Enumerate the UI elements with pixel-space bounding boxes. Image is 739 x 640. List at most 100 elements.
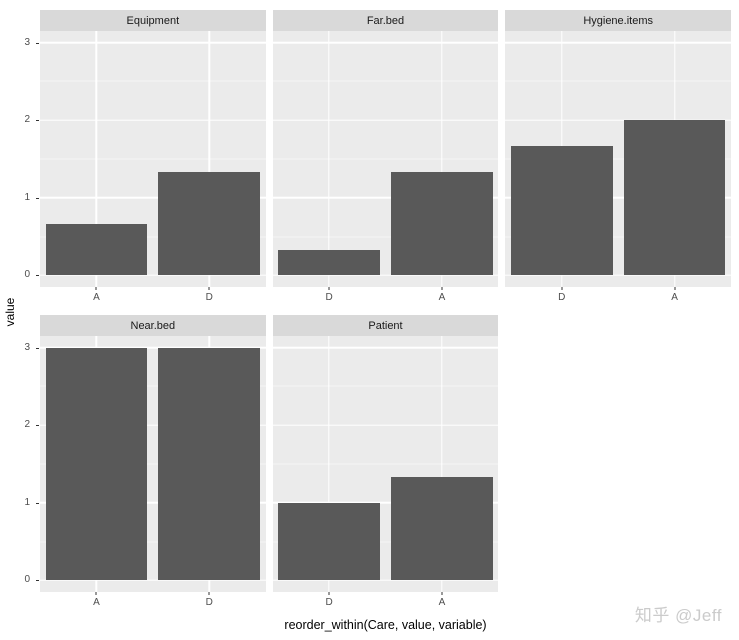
y-tick-mark [36, 347, 39, 349]
gridline-minor-y [40, 385, 266, 387]
gridline-major-y [40, 119, 266, 121]
x-tick-mark [328, 592, 330, 595]
y-tick-label: 3 [24, 36, 30, 48]
x-tick-mark [208, 287, 210, 290]
bar [278, 249, 380, 276]
facet-panel [505, 31, 731, 287]
x-tick-mark [674, 287, 676, 290]
facet: Patient D A [272, 315, 499, 614]
bar [391, 171, 493, 276]
x-tick-mark [328, 287, 330, 290]
y-tick-label: 2 [24, 114, 30, 126]
x-tick-mark [441, 287, 443, 290]
bar [510, 146, 613, 276]
facet-strip: Equipment [40, 10, 266, 31]
gridline-major-y [40, 346, 266, 349]
x-tick-label: D [325, 597, 333, 608]
gridline-major-y [40, 579, 266, 582]
facet: Near.bed A D [40, 315, 266, 614]
y-tick-label: 2 [24, 419, 30, 431]
x-tick-mark [208, 592, 210, 595]
y-tick-mark [36, 120, 39, 122]
x-tick-label: D [205, 597, 213, 608]
y-tick-mark [36, 197, 39, 199]
gridline-major-y [505, 119, 731, 121]
gridline-major-y [272, 41, 499, 44]
y-tick-label: 0 [24, 269, 30, 281]
x-tick-label: A [93, 292, 100, 303]
gridline-minor-y [505, 158, 731, 160]
bar [45, 223, 148, 276]
x-axis-title: reorder_within(Care, value, variable) [284, 618, 487, 632]
facet-panel [272, 336, 499, 592]
bar [158, 171, 260, 276]
facet-row: 0 1 2 3 Near.bed A D Patient D A [0, 315, 731, 614]
x-tick-mark [561, 287, 563, 290]
gridline-minor-y [505, 236, 731, 238]
x-tick-mark [95, 287, 97, 290]
gridline-minor-y [272, 463, 499, 465]
empty-cell [505, 315, 731, 614]
facet: Far.bed D A [272, 10, 499, 309]
x-tick-label: D [205, 292, 213, 303]
gridline-major-y [40, 274, 266, 277]
facet-strip: Far.bed [272, 10, 499, 31]
y-tick-mark [36, 580, 39, 582]
bar [278, 502, 380, 581]
gridline-minor-y [272, 236, 499, 238]
facet-row: 0 1 2 3 Equipment A D Far.bed D A Hygiene.items D A [0, 10, 731, 309]
gridline-major-y [272, 119, 499, 121]
y-tick-mark [36, 42, 39, 44]
gridline-major-y [272, 424, 499, 426]
facet-grid: Near.bed A D Patient D A [40, 315, 731, 614]
x-tick-label: D [558, 292, 566, 303]
gridline-minor-y [272, 80, 499, 82]
facet-panel [272, 31, 499, 287]
gridline-minor-y [505, 80, 731, 82]
facet-strip: Patient [272, 315, 499, 336]
gridline-minor-y [272, 541, 499, 543]
bar [391, 476, 493, 581]
gridline-major-y [40, 502, 266, 504]
gridline-minor-y [272, 158, 499, 160]
x-tick-label: A [438, 292, 446, 303]
gridline-minor-y [40, 158, 266, 160]
x-tick-mark [441, 592, 443, 595]
x-tick-label: D [325, 292, 333, 303]
gridline-major-y [505, 274, 731, 277]
y-tick-mark [36, 502, 39, 504]
gridline-major-y [272, 579, 499, 582]
gridline-major-y [40, 197, 266, 199]
gridline-major-y [40, 41, 266, 44]
gridline-minor-y [40, 541, 266, 543]
y-axis: 0 1 2 3 [0, 10, 40, 309]
x-tick-label: A [438, 597, 446, 608]
bar [45, 347, 148, 581]
gridline-major-y [272, 274, 499, 277]
facet: Equipment A D [40, 10, 266, 309]
gridline-major-y [272, 502, 499, 504]
y-tick-label: 0 [24, 574, 30, 586]
bar [623, 120, 726, 276]
gridline-minor-y [40, 463, 266, 465]
gridline-major-y [505, 197, 731, 199]
gridline-minor-y [40, 236, 266, 238]
facet: Hygiene.items D A [505, 10, 731, 309]
gridline-minor-y [272, 385, 499, 387]
x-tick-label: A [93, 597, 100, 608]
y-tick-mark [36, 275, 39, 277]
y-tick-label: 1 [24, 496, 30, 508]
facet-strip: Hygiene.items [505, 10, 731, 31]
y-tick-label: 1 [24, 191, 30, 203]
bar [158, 347, 260, 581]
y-tick-label: 3 [24, 341, 30, 353]
facet-strip: Near.bed [40, 315, 266, 336]
gridline-major-y [40, 424, 266, 426]
watermark: 知乎 @Jeff [634, 606, 722, 625]
